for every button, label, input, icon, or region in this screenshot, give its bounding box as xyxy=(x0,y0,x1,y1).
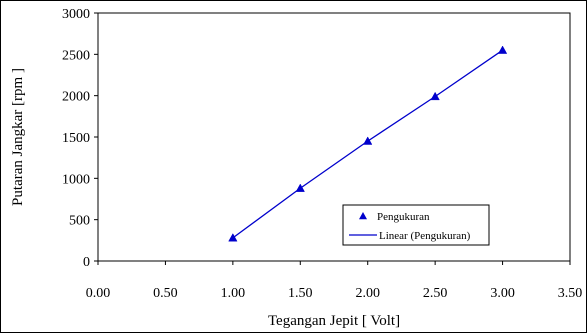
x-tick-label: 1.50 xyxy=(288,286,313,301)
x-tick-label: 2.00 xyxy=(355,286,380,301)
legend-label-pengukuran: Pengukuran xyxy=(377,211,430,223)
y-tick-label: 0 xyxy=(83,255,90,270)
legend: Pengukuran Linear (Pengukuran) xyxy=(342,204,490,246)
x-tick-label: 1.00 xyxy=(221,286,246,301)
y-tick-label: 2500 xyxy=(62,48,90,63)
legend-triangle-marker xyxy=(359,212,367,220)
axes xyxy=(94,12,571,265)
x-tick-label: 2.50 xyxy=(423,286,448,301)
legend-box xyxy=(342,204,490,246)
y-tick-label: 2000 xyxy=(62,90,90,105)
data-point-0-2 xyxy=(363,136,373,145)
legend-label-linear: Linear (Pengukuran) xyxy=(379,230,471,242)
tick-labels: 0 500 1000 1500 2000 2500 3000 0.00 0.50 1.00 1.50… xyxy=(62,7,582,301)
x-axis-title: Tegangan Jepit [ Volt] xyxy=(268,313,400,329)
y-tick-label: 3000 xyxy=(62,7,90,22)
plot-area xyxy=(97,12,571,262)
x-tick-label: 0.50 xyxy=(153,286,178,301)
x-tick-label: 3.50 xyxy=(558,286,583,301)
data-point-0-1 xyxy=(295,183,305,192)
y-tick-label: 500 xyxy=(69,214,90,229)
y-tick-label: 1500 xyxy=(62,131,90,146)
data-point-0-0 xyxy=(228,233,238,242)
x-tick-label: 3.00 xyxy=(490,286,515,301)
y-axis-title: Putaran Jangkar [rpm ] xyxy=(10,68,26,206)
series-layer xyxy=(228,45,508,242)
data-point-0-4 xyxy=(497,45,508,54)
y-tick-label: 1000 xyxy=(62,172,90,187)
x-tick-label: 0.00 xyxy=(86,286,111,301)
data-point-0-3 xyxy=(430,91,440,101)
